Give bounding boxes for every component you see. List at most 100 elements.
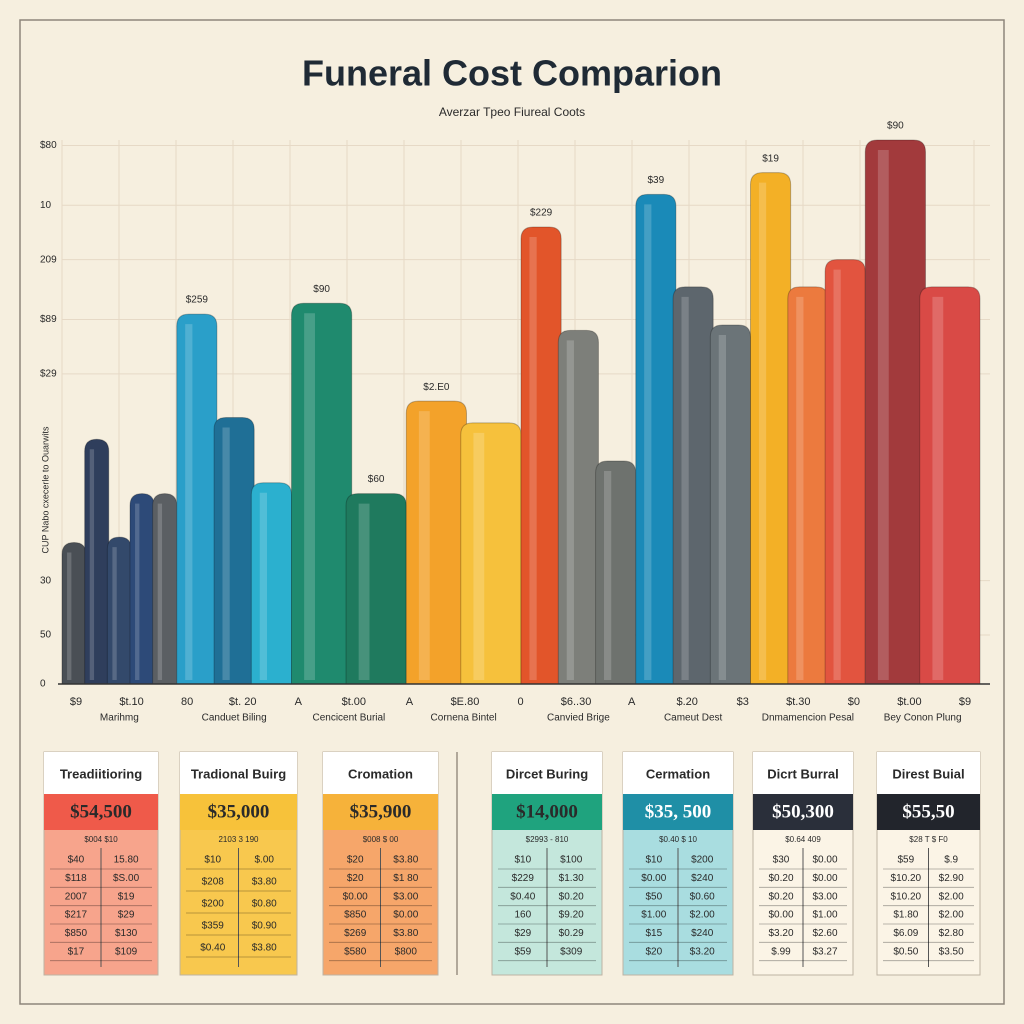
card-cell: 2007	[65, 891, 88, 902]
x-tick-label: $.20	[676, 696, 697, 708]
card-cell: $20	[347, 855, 364, 866]
card-cell: $59	[514, 946, 531, 957]
card-cell: $3.00	[812, 891, 837, 902]
card-cell: $29	[118, 910, 135, 921]
card-title: Cromation	[348, 766, 413, 781]
bar	[84, 438, 110, 685]
card-title: Dircet Buring	[506, 766, 588, 781]
x-tick-label: $t. 20	[229, 696, 257, 708]
card-cell: $3.80	[393, 855, 418, 866]
card-cell: $1 80	[393, 873, 418, 884]
x-category-label: Marihmg	[100, 713, 139, 724]
card-header	[323, 752, 438, 794]
chart-subtitle: Averzar Tpeo Fiureal Coots	[439, 105, 585, 119]
card-header	[44, 752, 158, 794]
card-cell: $1.00	[812, 910, 837, 921]
x-tick-label: 0	[517, 696, 523, 708]
bar	[61, 542, 87, 685]
bar	[672, 286, 714, 685]
x-tick-label: 80	[181, 696, 193, 708]
x-tick-label: $t.10	[119, 696, 143, 708]
card-cell: $309	[560, 946, 583, 957]
card-cell: $0.60	[690, 891, 715, 902]
x-tick-label: $9	[959, 696, 971, 708]
card-price-band	[492, 794, 602, 830]
bar-label: $90	[887, 121, 904, 132]
bar	[250, 482, 292, 685]
x-tick-label: A	[295, 696, 303, 708]
x-tick-label: $0	[848, 696, 860, 708]
bar	[106, 536, 132, 685]
bar	[213, 416, 255, 685]
card-cell: $59	[897, 855, 914, 866]
bar	[176, 313, 218, 685]
card-subheader: $0.40 $ 10	[659, 835, 697, 844]
card-cell: $2.00	[690, 910, 715, 921]
card-cell: $30	[773, 855, 790, 866]
card-cell: $0.00	[812, 855, 837, 866]
card-cell: $15	[645, 928, 662, 939]
card-cell: $9.20	[559, 910, 584, 921]
card-cell: $200	[202, 899, 225, 910]
bar-label: $229	[530, 208, 553, 219]
y-tick-label: 30	[40, 575, 52, 586]
card-price-band	[753, 794, 853, 830]
card-cell: $0.00	[393, 910, 418, 921]
chart-title: Funeral Cost Comparion	[302, 53, 722, 94]
card-cell: $6.09	[893, 928, 918, 939]
x-tick-label: $t.00	[897, 696, 921, 708]
card-cell: $850	[65, 928, 88, 939]
bar	[520, 226, 562, 685]
x-category-label: Canvied Brige	[547, 713, 610, 724]
x-tick-label: $E.80	[451, 696, 480, 708]
card-cell: $3.80	[393, 928, 418, 939]
card-cell: $1.80	[893, 910, 918, 921]
card-subheader: $28 T $ F0	[909, 835, 948, 844]
bar	[557, 329, 599, 685]
card-price-band	[44, 794, 158, 830]
card-cell: $3.27	[812, 946, 837, 957]
card-header	[877, 752, 980, 794]
bar-label: $19	[762, 153, 779, 164]
card-cell: $0.90	[252, 921, 277, 932]
card-cell: $1.30	[559, 873, 584, 884]
x-category-label: Cornena Bintel	[431, 713, 497, 724]
card-cell: $109	[115, 946, 138, 957]
card-cell: $.99	[771, 946, 791, 957]
card-price: $14,000	[516, 801, 578, 822]
card-cell: $2.60	[812, 928, 837, 939]
card-cell: $10	[204, 855, 221, 866]
card-header	[492, 752, 602, 794]
x-tick-label: $3	[737, 696, 749, 708]
card-cell: $.9	[944, 855, 958, 866]
card-cell: $3.20	[768, 928, 793, 939]
x-category-label: Canduet Biling	[202, 713, 267, 724]
card-subheader: $008 $ 00	[363, 835, 399, 844]
bar-label: $39	[647, 175, 664, 186]
x-category-label: Cencicent Burial	[312, 713, 385, 724]
card-cell: 160	[514, 910, 531, 921]
card-subheader: $0.64 409	[785, 835, 821, 844]
card-cell: $3.00	[393, 891, 418, 902]
card-price: $35, 500	[645, 801, 712, 822]
card-cell: $0.50	[893, 946, 918, 957]
card-cell: $0.29	[559, 928, 584, 939]
card-title: Treadiitioring	[60, 766, 142, 781]
card-cell: $118	[65, 873, 87, 884]
card-cell: $3.80	[252, 943, 277, 954]
bar	[345, 493, 407, 685]
card-cell: $3.20	[690, 946, 715, 957]
card-cell: $0.00	[768, 910, 793, 921]
card-cell: $130	[115, 928, 138, 939]
card-cell: $0.00	[343, 891, 368, 902]
card-price: $50,300	[772, 801, 834, 822]
card-cell: $2.80	[939, 928, 964, 939]
x-tick-label: A	[406, 696, 414, 708]
card-cell: $2.90	[939, 873, 964, 884]
bar	[919, 286, 981, 685]
x-tick-label: $t.30	[786, 696, 810, 708]
bar	[460, 422, 522, 685]
card-cell: $S.00	[113, 873, 140, 884]
x-tick-label: A	[628, 696, 636, 708]
card-header	[753, 752, 853, 794]
